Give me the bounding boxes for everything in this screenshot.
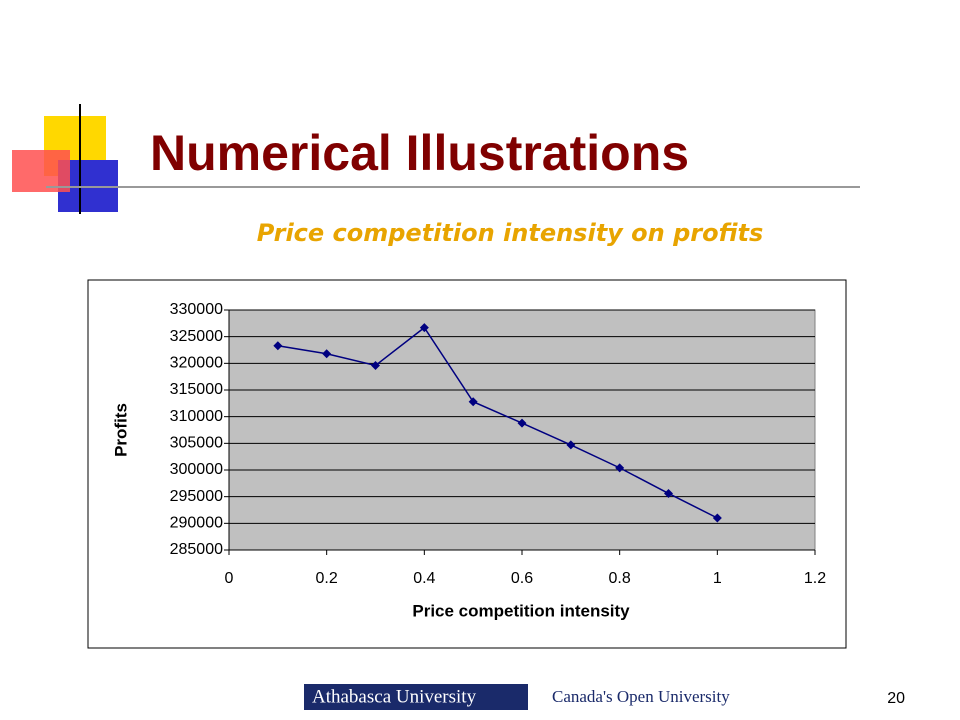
footer-logo: Athabasca University [312, 686, 477, 707]
y-tick-label: 320000 [170, 355, 223, 372]
y-tick-label: 285000 [170, 541, 223, 558]
slide-title: Numerical Illustrations [150, 125, 689, 181]
footer-logo: Canada's Open University [552, 687, 730, 706]
x-tick-label: 0.6 [511, 570, 533, 587]
y-tick-label: 300000 [170, 461, 223, 478]
data-point [566, 440, 576, 450]
data-point [664, 488, 673, 498]
x-tick-label: 0.8 [609, 570, 631, 587]
x-tick-label: 0.2 [316, 570, 338, 587]
y-tick-label: 330000 [170, 301, 223, 318]
y-tick-label: 305000 [170, 435, 223, 452]
y-tick-label: 325000 [170, 328, 223, 345]
data-point [273, 341, 283, 351]
x-tick-label: 0.4 [413, 570, 435, 587]
chart-title: Price competition intensity on profits [257, 219, 764, 247]
y-tick-label: 315000 [170, 381, 223, 398]
page-number: 20 [887, 690, 905, 707]
x-tick-label: 1.2 [804, 570, 826, 587]
x-tick-label: 0 [225, 570, 234, 587]
y-tick-label: 310000 [170, 408, 223, 425]
series-line [277, 326, 718, 519]
x-tick-label: 1 [713, 570, 722, 587]
data-point [419, 323, 429, 333]
plot-area [228, 309, 816, 551]
y-tick-label: 295000 [170, 488, 223, 505]
y-tick-label: 290000 [170, 515, 223, 532]
footer-logo-box [304, 684, 528, 710]
deco-red [12, 150, 70, 192]
data-point [517, 418, 527, 428]
data-point [712, 513, 722, 523]
data-point [615, 463, 625, 473]
data-point [371, 360, 380, 370]
y-axis-title: Profits [111, 403, 130, 457]
data-point [468, 397, 478, 407]
data-point [322, 349, 332, 359]
x-axis-title: Price competition intensity [412, 601, 630, 620]
